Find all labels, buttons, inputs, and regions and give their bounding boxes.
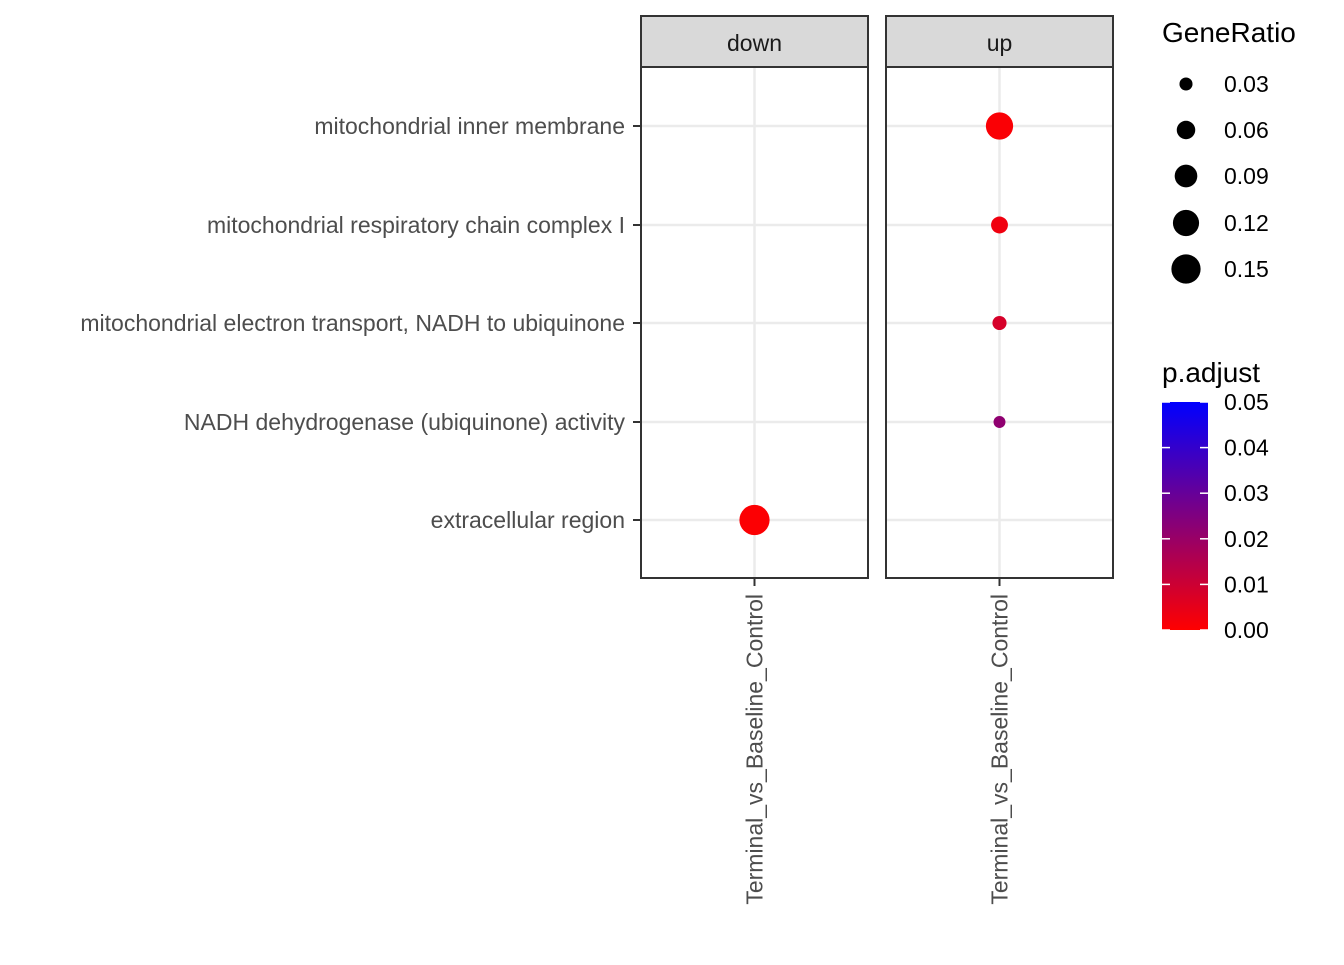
size-legend-key-2 — [1174, 164, 1198, 188]
size-legend-key-3 — [1172, 209, 1200, 237]
color-legend-label-1: 0.04 — [1224, 435, 1269, 461]
facet-strip-up — [885, 15, 1114, 68]
y-tick-label: mitochondrial electron transport, NADH t… — [80, 310, 625, 336]
size-legend-label-1: 0.06 — [1224, 117, 1269, 143]
size-legend-key-0 — [1179, 77, 1193, 91]
size-legend-key-4 — [1171, 254, 1201, 284]
colorbar — [1162, 402, 1208, 630]
y-tick-label: NADH dehydrogenase (ubiquinone) activity — [184, 409, 626, 435]
data-point-up-1 — [991, 216, 1008, 234]
data-point-up-3 — [993, 416, 1006, 428]
x-tick-label-up: Terminal_vs_Baseline_Control — [987, 594, 1013, 905]
y-tick-label: mitochondrial respiratory chain complex … — [207, 212, 625, 238]
color-legend-label-4: 0.01 — [1224, 571, 1269, 597]
size-legend-label-4: 0.15 — [1224, 256, 1269, 282]
color-legend-label-0: 0.05 — [1224, 389, 1269, 415]
color-legend-label-2: 0.03 — [1224, 480, 1269, 506]
facet-label-up: up — [987, 30, 1013, 56]
color-legend-label-3: 0.02 — [1224, 526, 1269, 552]
size-legend-title: GeneRatio — [1162, 17, 1296, 48]
facet-label-down: down — [727, 30, 782, 56]
data-point-up-0 — [985, 112, 1014, 140]
size-legend-label-0: 0.03 — [1224, 71, 1269, 97]
y-tick-label: extracellular region — [431, 507, 625, 533]
facet-strip-down — [640, 15, 869, 68]
color-legend-label-5: 0.00 — [1224, 617, 1269, 643]
size-legend-label-2: 0.09 — [1224, 163, 1269, 189]
x-tick-label-down: Terminal_vs_Baseline_Control — [742, 594, 768, 905]
size-legend-key-1 — [1176, 120, 1196, 140]
color-legend-title: p.adjust — [1162, 357, 1260, 388]
size-legend-label-3: 0.12 — [1224, 210, 1269, 236]
data-point-down-4 — [739, 504, 770, 536]
data-point-up-2 — [992, 315, 1007, 331]
y-tick-label: mitochondrial inner membrane — [314, 113, 625, 139]
